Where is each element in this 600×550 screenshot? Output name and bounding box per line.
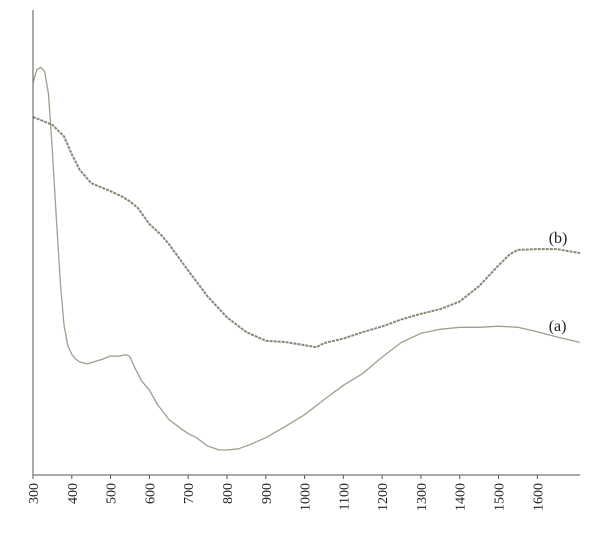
plot-lines (32, 66, 581, 451)
x-tick-label: 300 (27, 483, 42, 504)
x-tick-label: 1300 (415, 483, 430, 511)
x-tick-label: 500 (105, 483, 120, 504)
series-labels: (a) (b) (549, 230, 568, 335)
x-tick-label: 1100 (337, 483, 352, 510)
axes (32, 10, 580, 476)
x-tick-label: 1500 (493, 483, 508, 511)
x-tick-label: 1200 (376, 483, 391, 511)
series-line-a (32, 66, 581, 451)
x-tick-label: 1600 (531, 483, 546, 511)
x-tick-label: 400 (66, 483, 81, 504)
x-tick-label: 1000 (299, 483, 314, 511)
x-tick-label: 600 (143, 483, 158, 504)
x-tick-label: 1400 (454, 483, 469, 511)
x-tick-label: 800 (221, 483, 236, 504)
x-tick-label: 700 (182, 483, 197, 504)
x-ticks: 300 400 500 600 700 800 900 1000 1100 1200 1300 140… (27, 475, 546, 511)
series-label-a: (a) (549, 318, 567, 335)
series-line-b (32, 115, 581, 349)
x-tick-label: 900 (260, 483, 275, 504)
series-label-b: (b) (549, 230, 568, 247)
